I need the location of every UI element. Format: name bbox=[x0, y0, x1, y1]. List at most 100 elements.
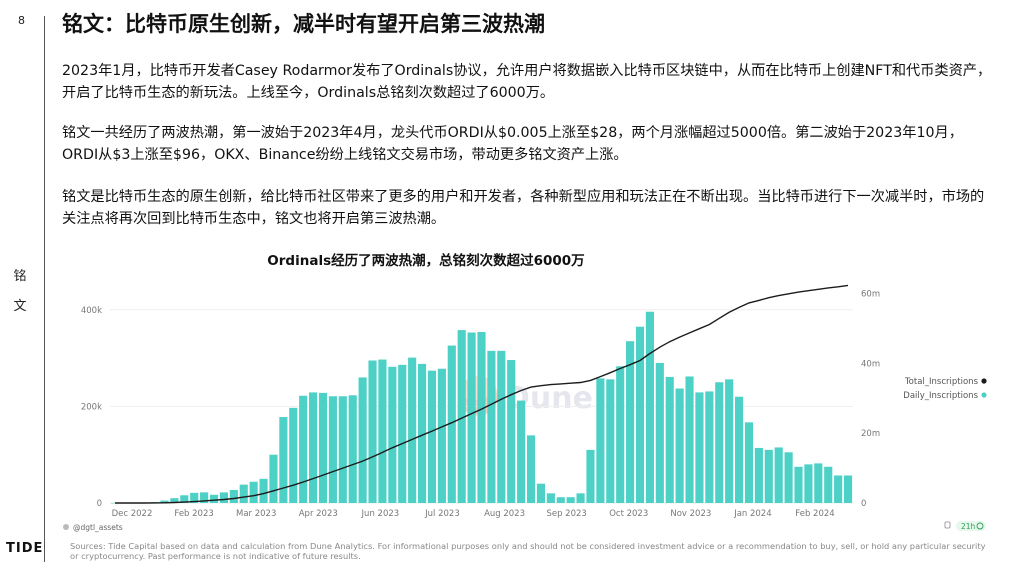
chart-title: Ordinals经历了两波热潮，总铭刻次数超过6000万 bbox=[267, 252, 584, 269]
daily-inscriptions-bar bbox=[635, 326, 645, 503]
right-axis-tick-label: 60m bbox=[861, 289, 880, 299]
daily-inscriptions-bar bbox=[517, 400, 526, 503]
daily-inscriptions-bar bbox=[427, 370, 437, 503]
daily-inscriptions-bar bbox=[408, 357, 417, 503]
author-avatar bbox=[63, 524, 69, 530]
daily-inscriptions-bar bbox=[487, 350, 496, 503]
daily-inscriptions-bar bbox=[784, 452, 793, 503]
daily-inscriptions-bar bbox=[814, 463, 823, 503]
daily-inscriptions-bar bbox=[725, 379, 734, 503]
daily-inscriptions-bar bbox=[219, 492, 228, 503]
daily-inscriptions-bar bbox=[566, 497, 575, 503]
paragraph-waves: 铭文一共经历了两波热潮，第一波始于2023年4月，龙头代币ORDI从$0.005… bbox=[62, 125, 963, 163]
page-number: 8 bbox=[18, 14, 25, 27]
left-axis-tick-label: 200k bbox=[81, 402, 102, 412]
daily-inscriptions-bar bbox=[715, 382, 724, 503]
daily-inscriptions-bar bbox=[338, 396, 347, 503]
daily-inscriptions-bar bbox=[249, 481, 258, 503]
daily-inscriptions-bar bbox=[279, 417, 288, 503]
daily-inscriptions-bar bbox=[417, 363, 427, 503]
x-axis-tick-label: Feb 2023 bbox=[174, 509, 213, 519]
camera-icon[interactable] bbox=[944, 521, 951, 529]
daily-inscriptions-bar bbox=[110, 502, 120, 504]
daily-inscriptions-bar bbox=[804, 464, 813, 503]
daily-inscriptions-bar bbox=[744, 422, 754, 503]
daily-inscriptions-bar bbox=[378, 359, 387, 503]
check-icon bbox=[976, 522, 984, 530]
daily-inscriptions-bar bbox=[437, 368, 446, 503]
daily-inscriptions-bar bbox=[328, 396, 337, 503]
daily-inscriptions-bar bbox=[843, 475, 853, 503]
daily-inscriptions-bar bbox=[556, 497, 565, 503]
daily-inscriptions-bar bbox=[507, 360, 516, 503]
chart-author: @dgtl_assets bbox=[73, 523, 123, 532]
daily-inscriptions-bar bbox=[526, 435, 536, 503]
left-axis-tick-label: 400k bbox=[81, 306, 102, 316]
daily-inscriptions-bar bbox=[655, 362, 664, 503]
chart-svg: Ordinals经历了两波热潮，总铭刻次数超过6000万 Dune 0200k4… bbox=[63, 252, 987, 532]
brand-logo: TIDE bbox=[6, 541, 44, 556]
daily-inscriptions-bar bbox=[497, 350, 506, 503]
chart-legend: Total_Inscriptions Daily_Inscriptions bbox=[903, 377, 987, 401]
daily-inscriptions-bar bbox=[477, 332, 486, 503]
legend-swatch-total bbox=[981, 378, 987, 384]
x-axis-tick-label: Mar 2023 bbox=[236, 509, 276, 519]
daily-inscriptions-bar bbox=[596, 378, 605, 503]
sources-note: Sources: Tide Capital based on data and … bbox=[70, 541, 986, 561]
daily-inscriptions-bar bbox=[368, 360, 377, 503]
daily-inscriptions-bar bbox=[824, 466, 833, 503]
legend-label-total: Total_Inscriptions bbox=[904, 377, 979, 387]
daily-inscriptions-bar bbox=[695, 392, 704, 503]
ordinals-chart: Ordinals经历了两波热潮，总铭刻次数超过6000万 Dune 0 200k 4… bbox=[60, 248, 992, 538]
daily-inscriptions-bar bbox=[735, 396, 744, 503]
x-axis-tick-label: Dec 2022 bbox=[112, 509, 153, 519]
divider-line bbox=[44, 16, 45, 562]
daily-inscriptions-bar bbox=[309, 392, 318, 503]
total-inscriptions-line bbox=[115, 284, 849, 504]
daily-inscriptions-bar bbox=[209, 494, 219, 503]
daily-inscriptions-bar bbox=[606, 379, 615, 503]
daily-inscriptions-bar bbox=[586, 449, 595, 503]
paragraph-intro: 2023年1月，比特币开发者Casey Rodarmor发布了Ordinals协… bbox=[62, 63, 992, 101]
daily-inscriptions-bar bbox=[764, 449, 773, 503]
right-axis-tick-label: 20m bbox=[861, 429, 880, 439]
daily-inscriptions-bar bbox=[398, 364, 407, 503]
paragraph-outlook: 铭文是比特币生态的原生创新，给比特币社区带来了更多的用户和开发者，各种新型应用和… bbox=[62, 189, 985, 227]
daily-inscriptions-bar bbox=[457, 330, 466, 503]
refresh-badge-text: 21h bbox=[961, 522, 976, 531]
daily-inscriptions-bar bbox=[675, 388, 684, 503]
right-axis-tick-label: 0 bbox=[861, 499, 866, 509]
daily-inscriptions-bar bbox=[160, 500, 169, 503]
legend-swatch-daily bbox=[981, 392, 987, 398]
x-axis-tick-label: Nov 2023 bbox=[670, 509, 711, 519]
daily-inscriptions-bar bbox=[467, 332, 476, 503]
page-title: 铭文：比特币原生创新，减半时有望开启第三波热潮 bbox=[62, 12, 545, 36]
x-axis-tick-label: Jun 2023 bbox=[361, 509, 400, 519]
daily-inscriptions-bar bbox=[388, 366, 397, 503]
daily-inscriptions-bar bbox=[200, 492, 209, 503]
daily-inscriptions-bar bbox=[289, 407, 298, 503]
x-axis-tick-label: Oct 2023 bbox=[609, 509, 648, 519]
daily-inscriptions-bar bbox=[576, 493, 585, 503]
daily-inscriptions-bar bbox=[774, 447, 783, 503]
daily-inscriptions-bar bbox=[229, 489, 238, 503]
daily-inscriptions-bar bbox=[754, 447, 763, 503]
daily-inscriptions-bar bbox=[645, 311, 654, 503]
daily-inscriptions-bar bbox=[626, 341, 635, 503]
daily-inscriptions-bar bbox=[834, 475, 843, 503]
daily-inscriptions-bar bbox=[348, 395, 357, 503]
daily-inscriptions-bar bbox=[665, 376, 674, 503]
side-section-label: 铭文 bbox=[13, 269, 27, 314]
daily-inscriptions-bar bbox=[299, 395, 308, 503]
daily-inscriptions-bar bbox=[239, 484, 248, 503]
daily-inscriptions-bar bbox=[269, 454, 278, 503]
daily-inscriptions-bar bbox=[685, 376, 694, 503]
x-axis-tick-label: Jul 2023 bbox=[424, 509, 460, 519]
x-axis-tick-label: Feb 2024 bbox=[795, 509, 834, 519]
daily-inscriptions-bar bbox=[358, 377, 367, 503]
daily-inscriptions-bar bbox=[180, 495, 189, 503]
right-axis-tick-label: 40m bbox=[861, 359, 880, 369]
daily-inscriptions-bar bbox=[794, 466, 803, 503]
daily-inscriptions-bar bbox=[546, 493, 555, 503]
daily-inscriptions-bar bbox=[616, 366, 625, 503]
